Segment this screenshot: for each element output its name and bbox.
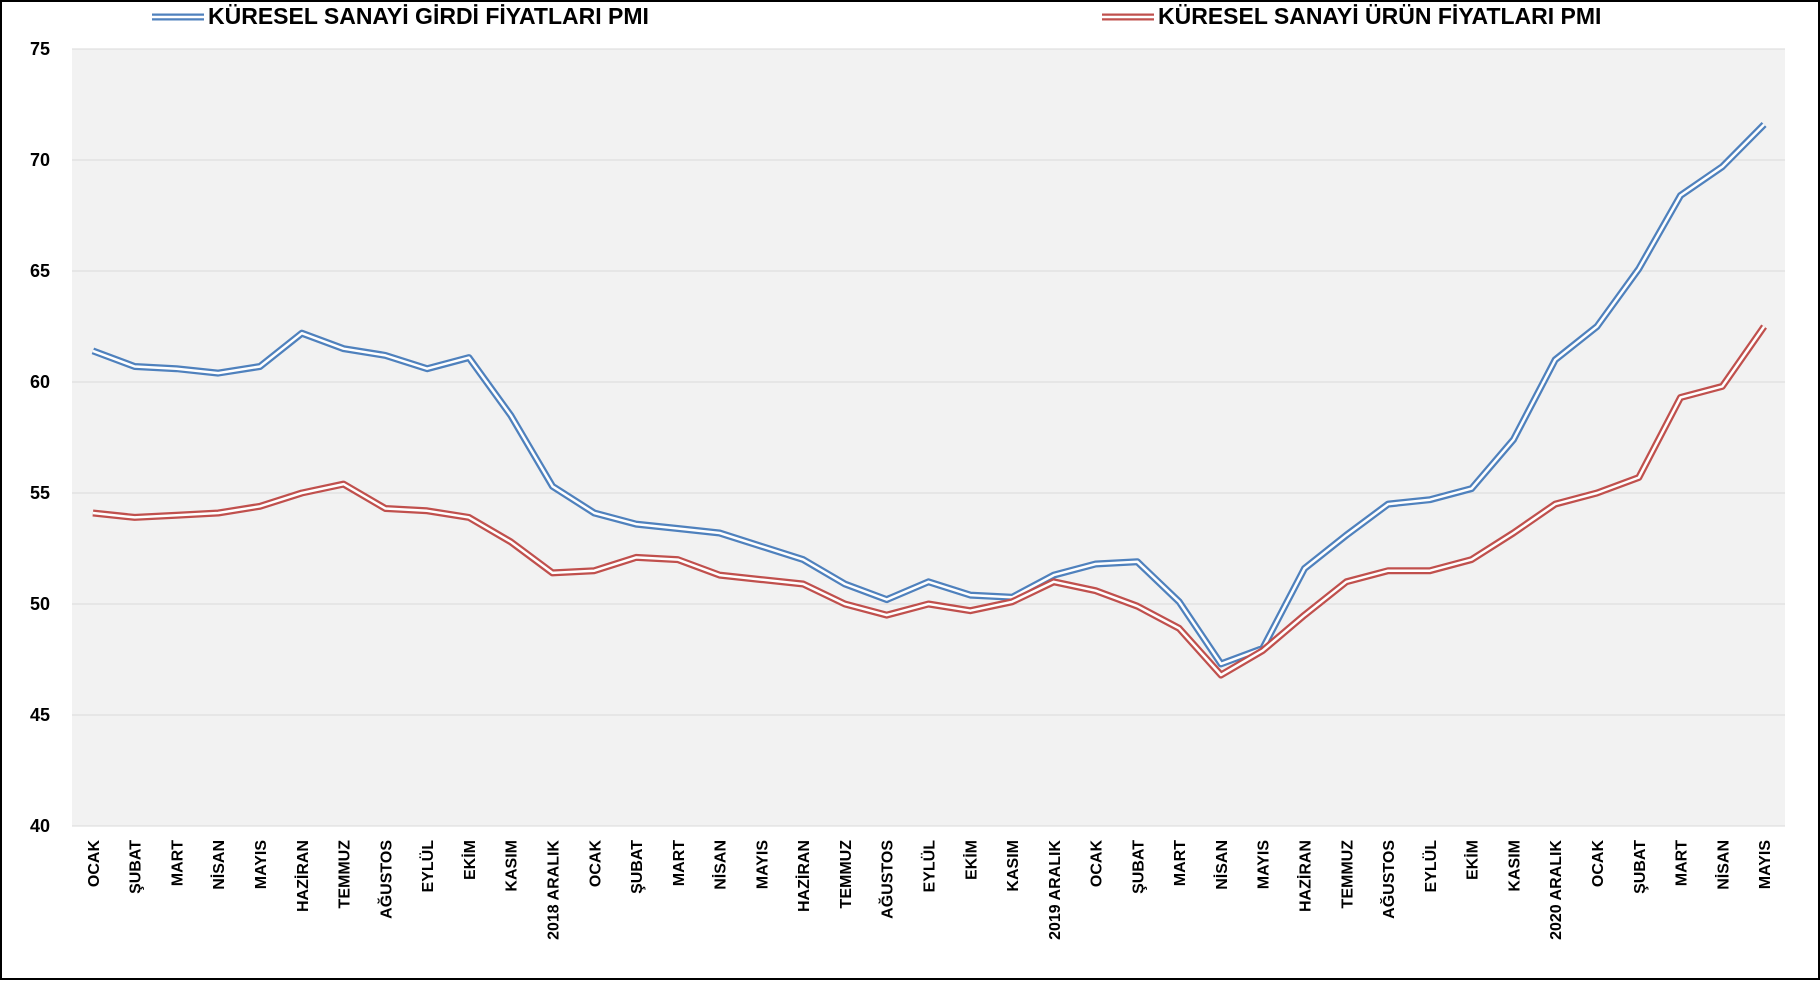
x-tick-label: EYLÜL: [920, 840, 939, 893]
x-tick-label: KASIM: [1506, 840, 1523, 892]
y-tick-label: 55: [30, 483, 50, 503]
x-tick-label: NİSAN: [712, 840, 730, 890]
y-tick-label: 45: [30, 705, 50, 725]
x-tick-label: HAZİRAN: [294, 840, 312, 912]
x-tick-label: OCAK: [1590, 840, 1607, 888]
x-tick-label: OCAK: [86, 840, 103, 888]
x-tick-label: 2018 ARALIK: [545, 840, 562, 940]
x-tick-label: ŞUBAT: [1632, 840, 1649, 894]
x-tick-label: HAZİRAN: [1297, 840, 1315, 912]
x-tick-label: MAYIS: [1256, 840, 1273, 890]
x-tick-label: EKİM: [1464, 840, 1482, 880]
x-tick-label: KASIM: [504, 840, 521, 892]
x-tick-label: MART: [1172, 840, 1189, 886]
x-tick-label: MART: [169, 840, 186, 886]
y-tick-label: 60: [30, 372, 50, 392]
x-tick-label: EKİM: [962, 840, 980, 880]
x-tick-label: TEMMUZ: [1339, 840, 1356, 909]
x-tick-label: 2020 ARALIK: [1548, 840, 1565, 940]
x-tick-label: AĞUSTOS: [1379, 840, 1398, 919]
y-tick-label: 50: [30, 594, 50, 614]
x-tick-label: MAYIS: [1757, 840, 1774, 890]
plot-area: [72, 49, 1785, 826]
y-tick-label: 75: [30, 39, 50, 59]
x-tick-label: 2019 ARALIK: [1047, 840, 1064, 940]
x-tick-label: AĞUSTOS: [376, 840, 395, 919]
series-line-inner: [92, 325, 1766, 677]
x-tick-label: OCAK: [587, 840, 604, 888]
y-tick-label: 65: [30, 261, 50, 281]
x-tick-label: MART: [671, 840, 688, 886]
x-tick-label: KASIM: [1005, 840, 1022, 892]
x-tick-label: HAZİRAN: [795, 840, 813, 912]
x-tick-label: MAYIS: [253, 840, 270, 890]
x-tick-label: MAYIS: [754, 840, 771, 890]
x-tick-label: OCAK: [1089, 840, 1106, 888]
x-tick-label: NİSAN: [1714, 840, 1732, 890]
x-tick-label: EKİM: [461, 840, 479, 880]
x-tick-label: TEMMUZ: [337, 840, 354, 909]
x-tick-label: NİSAN: [210, 840, 228, 890]
x-tick-label: ŞUBAT: [128, 840, 145, 894]
series-line-inner: [92, 123, 1765, 666]
x-tick-label: ŞUBAT: [629, 840, 646, 894]
legend-label: KÜRESEL SANAYİ ÜRÜN FİYATLARI PMI: [1158, 3, 1601, 29]
x-tick-label: NİSAN: [1213, 840, 1231, 890]
x-tick-label: EYLÜL: [418, 840, 437, 893]
legend-label: KÜRESEL SANAYİ GİRDİ FİYATLARI PMI: [208, 3, 649, 29]
x-tick-label: TEMMUZ: [838, 840, 855, 909]
y-tick-label: 70: [30, 150, 50, 170]
x-tick-label: EYLÜL: [1421, 840, 1440, 893]
y-tick-label: 40: [30, 816, 50, 836]
x-tick-label: AĞUSTOS: [878, 840, 897, 919]
x-tick-label: ŞUBAT: [1130, 840, 1147, 894]
x-tick-label: MART: [1674, 840, 1691, 886]
